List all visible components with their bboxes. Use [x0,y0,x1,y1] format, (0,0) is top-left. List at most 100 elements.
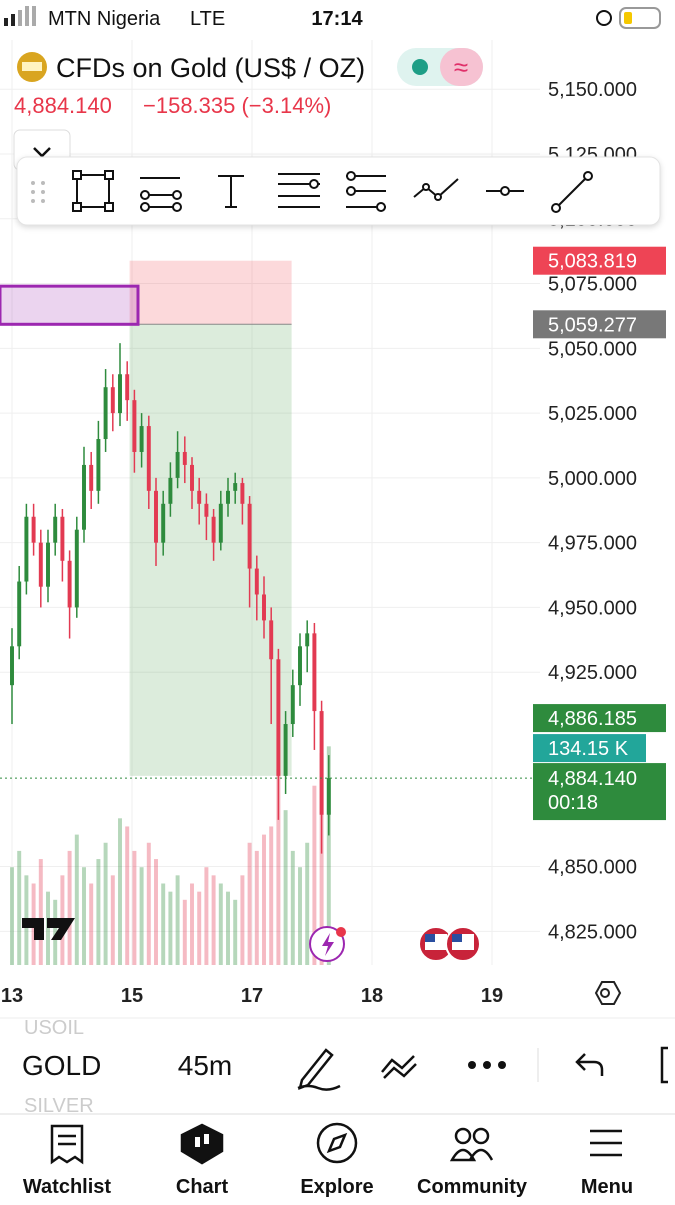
volume-bar [312,785,317,965]
y-tick-label: 4,825.000 [548,921,637,943]
badge [336,927,346,937]
candle-body [305,633,310,647]
market-open-dot [412,59,428,75]
volume-bar [240,875,245,965]
signal [4,6,36,26]
settings-dot [600,988,610,998]
candle-body [74,529,79,608]
candle-body [190,464,194,491]
volume-bar [161,883,166,965]
volume-label: 134.15 K [548,738,629,760]
settings-icon[interactable] [594,981,622,1005]
trend-line-tool[interactable] [551,171,593,213]
candle-body [312,633,317,712]
price-label: 5,083.819 [548,251,637,273]
volume-bar [182,899,187,965]
candle-body [254,568,259,595]
nav-label[interactable]: Chart [176,1176,229,1198]
rectangle-tool[interactable] [72,170,114,212]
last-price-box [533,763,666,821]
chart-icon[interactable] [180,1123,224,1165]
path-tool[interactable] [413,178,459,201]
volume-bar [103,842,108,965]
y-tick-label: 4,850.000 [548,857,637,879]
explore-icon[interactable] [316,1122,358,1164]
candle-body [326,778,331,815]
drawing-toolbar [16,156,661,226]
next-symbol[interactable]: SILVER [24,1095,94,1117]
volume-bar [67,850,72,965]
y-tick-label: 5,025.000 [548,403,637,425]
horizontal-lines-tool[interactable] [278,173,320,208]
horizontal-ray-tool[interactable] [486,186,524,196]
watchlist-icon[interactable] [50,1124,84,1165]
x-tick-label: 13 [1,985,23,1007]
price-change: −158.335 (−3.14%) [143,93,331,118]
status-pill-right [440,48,483,86]
candle-body [10,646,14,686]
economic-events[interactable] [418,926,481,962]
current-symbol[interactable]: GOLD [22,1050,101,1081]
candle-body [204,503,209,517]
candle-body [125,374,130,401]
candle-body [24,516,29,582]
battery [619,7,661,29]
last-price-label: 4,884.140 [548,768,637,790]
undo-icon[interactable] [575,1053,604,1076]
drag-handle[interactable] [31,181,45,203]
candle-body [247,503,252,569]
candle-body [298,646,302,686]
x-tick-label: 15 [121,985,143,1007]
candle-body [103,387,108,440]
volume-bar [290,850,295,965]
target-zone [129,324,292,776]
candle-body [283,724,288,776]
community-icon[interactable] [449,1127,494,1162]
candle-body [38,542,43,587]
carrier: MTN Nigeria [48,8,161,30]
fib-tool[interactable] [346,171,386,212]
volume-bar [154,859,158,965]
volume-bar [110,875,115,965]
candle-body [17,581,22,647]
more-icon[interactable] [468,1061,506,1069]
volume-bar [197,891,202,965]
text-tool[interactable] [218,175,244,208]
volume-bar [139,867,144,965]
nav-label[interactable]: Community [417,1176,528,1198]
volume-bar [125,826,130,965]
candle-body [218,503,223,543]
candle-body [161,503,166,543]
volume-bar [211,875,216,965]
last-price: 4,884.140 [14,93,112,118]
candle-body [262,594,266,621]
prev-symbol[interactable]: USOIL [24,1017,84,1039]
indicators-icon[interactable] [381,1055,417,1079]
nav-label[interactable]: Watchlist [23,1176,111,1198]
candle-body [31,516,36,543]
lock-icon [596,10,612,26]
volume-bar [283,810,288,965]
nav-label[interactable]: Menu [581,1176,633,1198]
candle-body [175,451,180,478]
plot [0,40,540,965]
interval[interactable]: 45m [178,1050,232,1081]
symbol-title[interactable]: CFDs on Gold (US$ / OZ) [56,53,365,83]
draw-icon[interactable] [297,1048,341,1091]
nav-label[interactable]: Explore [300,1176,373,1198]
volume-bar [89,883,94,965]
drawn-rectangle [0,284,140,326]
candle-body [96,439,101,491]
gold-bar [22,62,42,71]
y-tick-label: 4,925.000 [548,662,637,684]
menu-icon[interactable] [590,1129,622,1157]
countdown: 00:18 [548,792,598,814]
candle-body [211,516,216,543]
volume-bar [326,746,331,965]
parallel-channel-tool[interactable] [140,177,182,212]
fullscreen-icon[interactable] [660,1046,668,1084]
volume-bar [38,859,43,965]
clock: 17:14 [311,8,363,30]
